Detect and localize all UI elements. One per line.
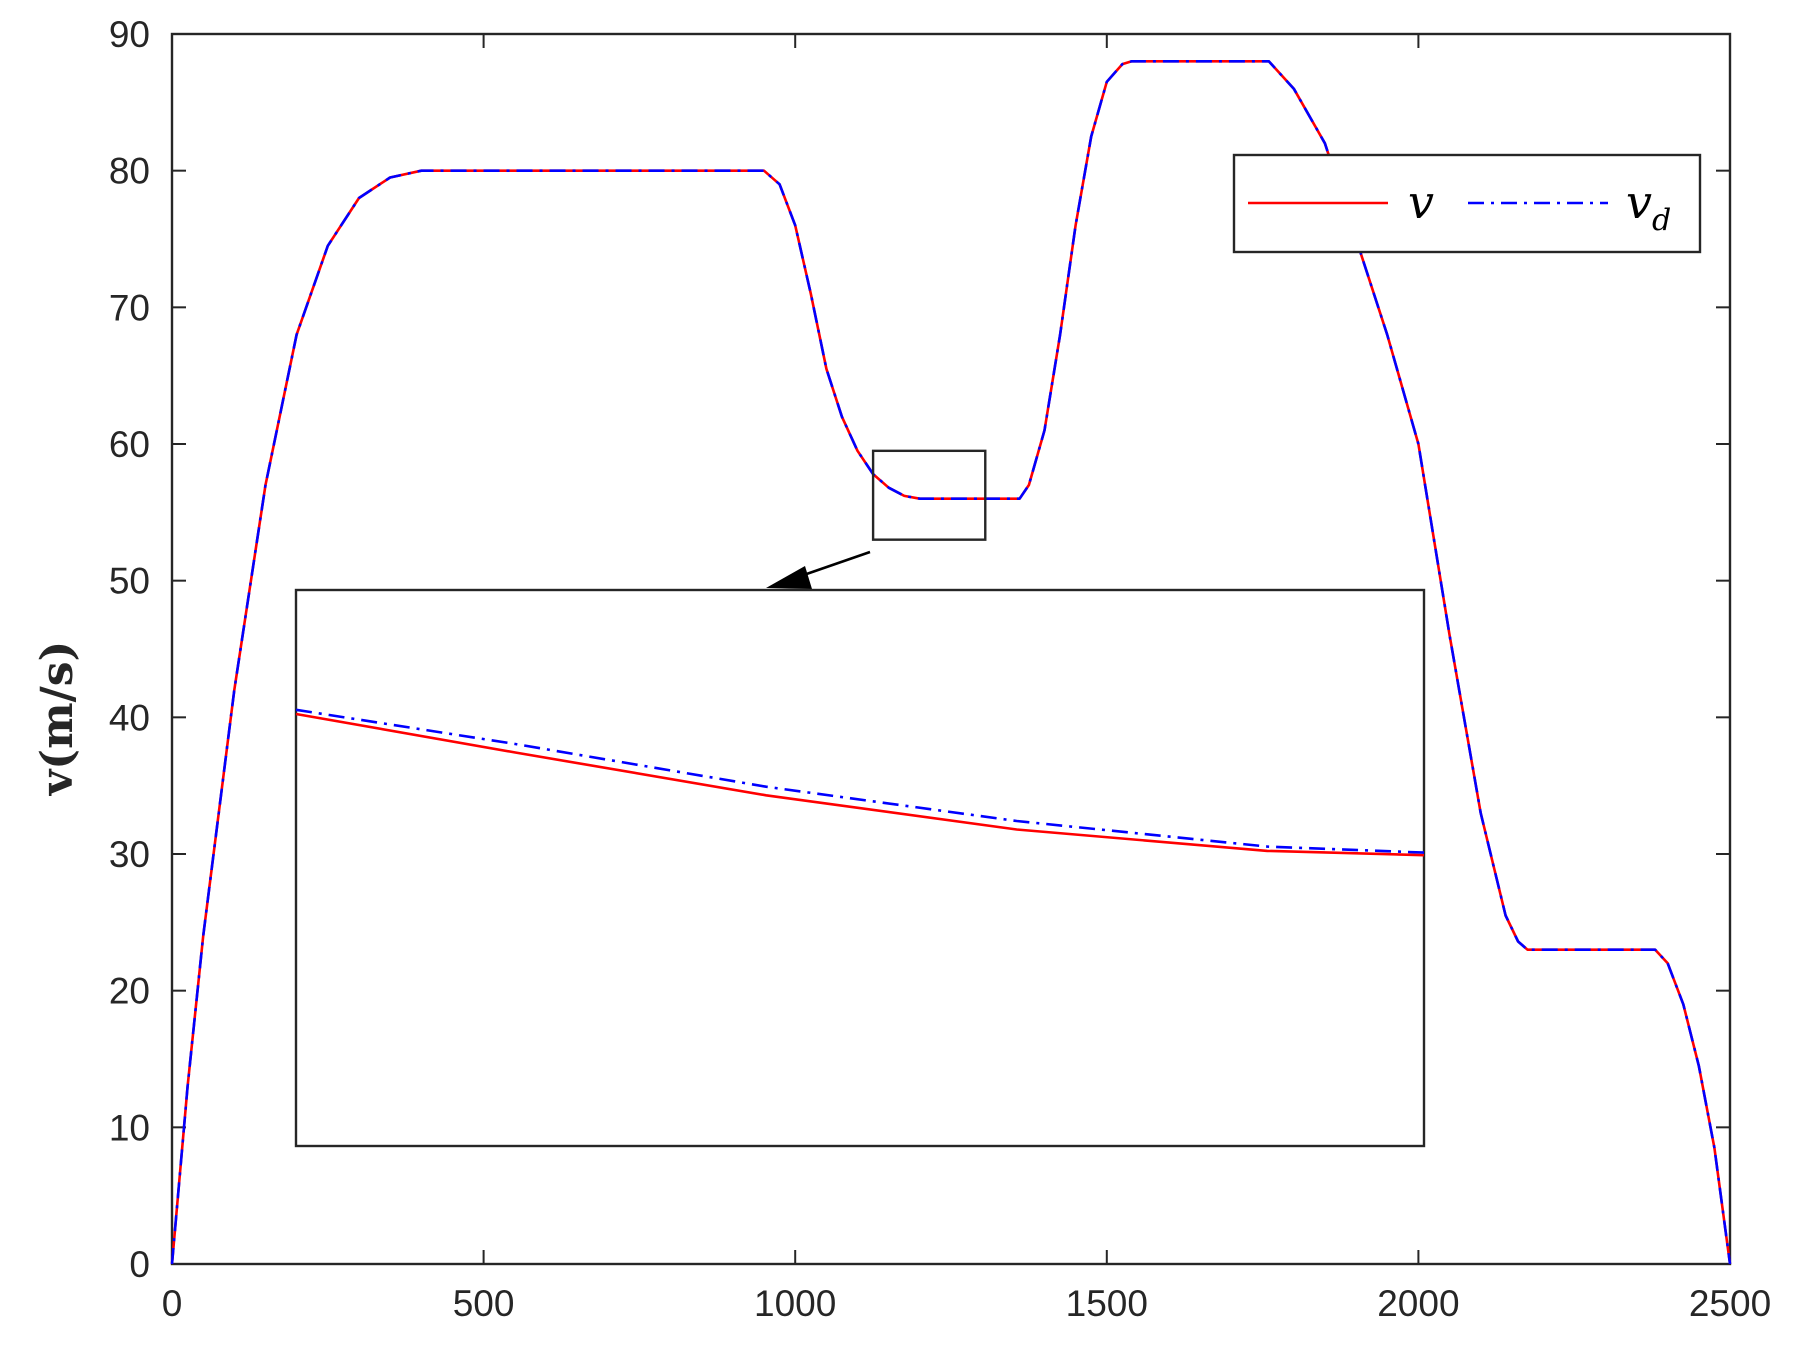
- x-tick-label: 0: [162, 1283, 183, 1324]
- series-layer: [170, 60, 1732, 1265]
- y-tick-label: 20: [109, 971, 150, 1012]
- legend-label-v: v: [1408, 175, 1434, 229]
- plot-frame: [170, 32, 1732, 1266]
- x-tick-label: 500: [453, 1283, 515, 1324]
- y-tick-label: 0: [129, 1244, 150, 1285]
- axes: 0 500 1000 1500 2000 2500 0 10 20 30 40 50 60 70 80 90: [109, 14, 1771, 1324]
- inset-series-line-v_d: [295, 708, 1425, 854]
- y-tick-label: 90: [109, 14, 150, 55]
- inset-axes: [294, 588, 1426, 1148]
- x-tick-label: 2500: [1689, 1283, 1771, 1324]
- y-tick-label: 30: [109, 834, 150, 875]
- y-tick-label: 70: [109, 287, 150, 328]
- x-tick-label: 2000: [1377, 1283, 1459, 1324]
- zoom-arrow-head: [766, 566, 812, 589]
- x-tick-label: 1500: [1066, 1283, 1148, 1324]
- inset-frame: [294, 588, 1426, 1148]
- zoom-annotation: [766, 449, 987, 589]
- y-tick-label: 60: [109, 424, 150, 465]
- zoom-arrow-shaft: [794, 550, 871, 580]
- x-tick-label: 1000: [754, 1283, 836, 1324]
- y-tick-label: 50: [109, 561, 150, 602]
- inset-series-line-v: [295, 712, 1425, 857]
- series-line-v_d: [170, 60, 1732, 1265]
- y-axis-label: v(m/s): [32, 641, 83, 797]
- zoom-source-box: [871, 449, 987, 541]
- y-tick-label: 80: [109, 151, 150, 192]
- legend: v vd: [1232, 153, 1702, 254]
- y-tick-label: 40: [109, 697, 150, 738]
- legend-label-subscript: d: [1652, 203, 1671, 238]
- y-tick-label: 10: [109, 1107, 150, 1148]
